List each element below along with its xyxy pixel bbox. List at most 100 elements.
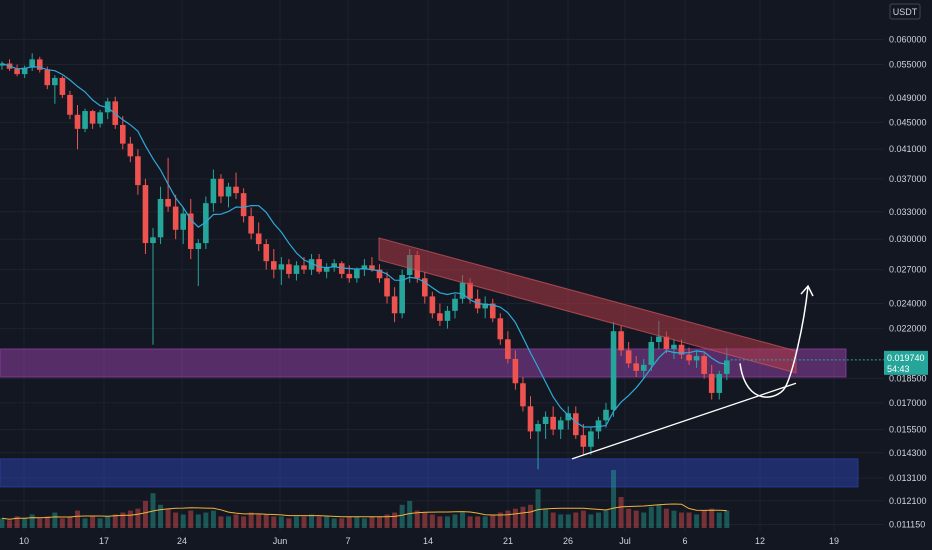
candle-body	[384, 278, 390, 297]
candle-body	[308, 259, 315, 270]
candle-body	[165, 198, 171, 207]
volume-bar	[467, 516, 473, 528]
candle-body	[671, 344, 677, 349]
y-tick-label: 0.013100	[889, 473, 927, 483]
candle-body	[331, 263, 337, 268]
candle-body	[240, 193, 247, 217]
price-axis[interactable]: 0.060000 0.055000 0.049000 0.045000 0.041000…	[884, 0, 932, 550]
y-tick-label: 0.024000	[889, 299, 927, 309]
candle-body	[716, 373, 723, 393]
time-axis[interactable]: 10 17 24 Jun 7 14 21 26 Jul 6 12 19	[0, 531, 884, 550]
candle-body	[36, 59, 43, 70]
y-tick-label: 0.012100	[889, 496, 927, 506]
volume-bar	[573, 512, 579, 528]
candle-body	[120, 124, 126, 144]
volume-bar	[180, 514, 186, 528]
candle-body	[603, 409, 609, 421]
volume-bar	[0, 518, 5, 528]
volume-bar	[701, 510, 707, 528]
candle-body	[157, 198, 164, 238]
candle-body	[580, 435, 587, 447]
candle-body	[187, 213, 194, 249]
y-tick-label: 0.011150	[889, 519, 925, 529]
volume-bar	[271, 516, 277, 528]
volume-bar	[595, 512, 601, 528]
candle-body	[505, 339, 511, 359]
candle-body	[21, 67, 28, 75]
volume-bar	[648, 506, 654, 528]
volume-bar	[444, 516, 450, 528]
volume-bar	[392, 512, 398, 528]
candle-body	[142, 185, 149, 244]
volume-bar	[218, 516, 224, 528]
candle-body	[0, 63, 5, 66]
candle-body	[74, 114, 81, 129]
volume-bar	[226, 516, 231, 528]
candle-body	[233, 186, 239, 194]
volume-bar	[256, 514, 262, 528]
candle-body	[218, 178, 224, 197]
candle-body	[286, 264, 292, 274]
volume-bar	[301, 516, 307, 528]
current-price-label: 0.019740 54:43	[884, 350, 928, 375]
candle-body	[89, 111, 96, 124]
candle-body	[399, 274, 405, 314]
volume-bar	[158, 504, 164, 528]
candle-body	[542, 416, 549, 425]
y-tick-label: 0.030000	[889, 234, 927, 244]
x-tick-label: Jul	[619, 536, 631, 546]
candle-body	[203, 203, 209, 244]
candle-body	[369, 265, 375, 270]
volume-bar	[173, 512, 179, 528]
candle-body	[452, 298, 458, 311]
volume-bar	[528, 504, 533, 528]
y-tick-label: 0.033000	[889, 207, 927, 217]
candle-body	[271, 261, 277, 270]
volume-bar	[588, 514, 594, 528]
candle-body	[489, 303, 496, 319]
volume-bar	[52, 512, 58, 528]
candle-body	[550, 416, 556, 430]
candles	[0, 53, 730, 470]
y-tick-label: 0.027000	[889, 265, 927, 275]
x-tick-label: 10	[19, 536, 29, 546]
projection-arrowhead	[800, 284, 814, 297]
candle-body	[255, 233, 262, 245]
volume-bar	[603, 510, 609, 528]
x-tick-label: 26	[563, 536, 573, 546]
volume-bar	[286, 518, 292, 528]
candle-body	[82, 111, 88, 129]
volume-bar	[369, 516, 375, 528]
unit-badge[interactable]: USDT	[889, 3, 921, 20]
volume-bar	[354, 516, 360, 528]
candle-body	[248, 216, 254, 234]
volume-bar	[75, 510, 80, 528]
volume-bar	[663, 508, 669, 528]
candle-body	[210, 178, 217, 204]
volume-bar	[724, 510, 730, 528]
candle-body	[323, 267, 330, 272]
volume-bar	[512, 508, 518, 528]
candle-body	[527, 406, 534, 432]
projection-curve	[739, 285, 809, 398]
volume-bar	[90, 516, 96, 528]
candle-body	[44, 69, 51, 86]
candle-body	[14, 68, 20, 75]
volume-bar	[241, 516, 247, 528]
volume-bar	[414, 510, 420, 528]
candle-body	[29, 59, 35, 68]
volume-bar	[497, 512, 503, 528]
volume-bar	[580, 510, 586, 528]
y-tick-label: 0.041000	[889, 144, 927, 154]
volume-bar	[679, 512, 684, 528]
candle-body	[678, 344, 685, 355]
candle-body	[316, 259, 322, 272]
x-tick-label: 21	[503, 536, 513, 546]
volume-bar	[429, 514, 435, 528]
candle-body	[520, 383, 526, 407]
x-tick-label: Jun	[273, 536, 288, 546]
volume-bar	[565, 514, 571, 528]
candle-body	[557, 420, 564, 430]
volume-bar	[188, 510, 194, 528]
